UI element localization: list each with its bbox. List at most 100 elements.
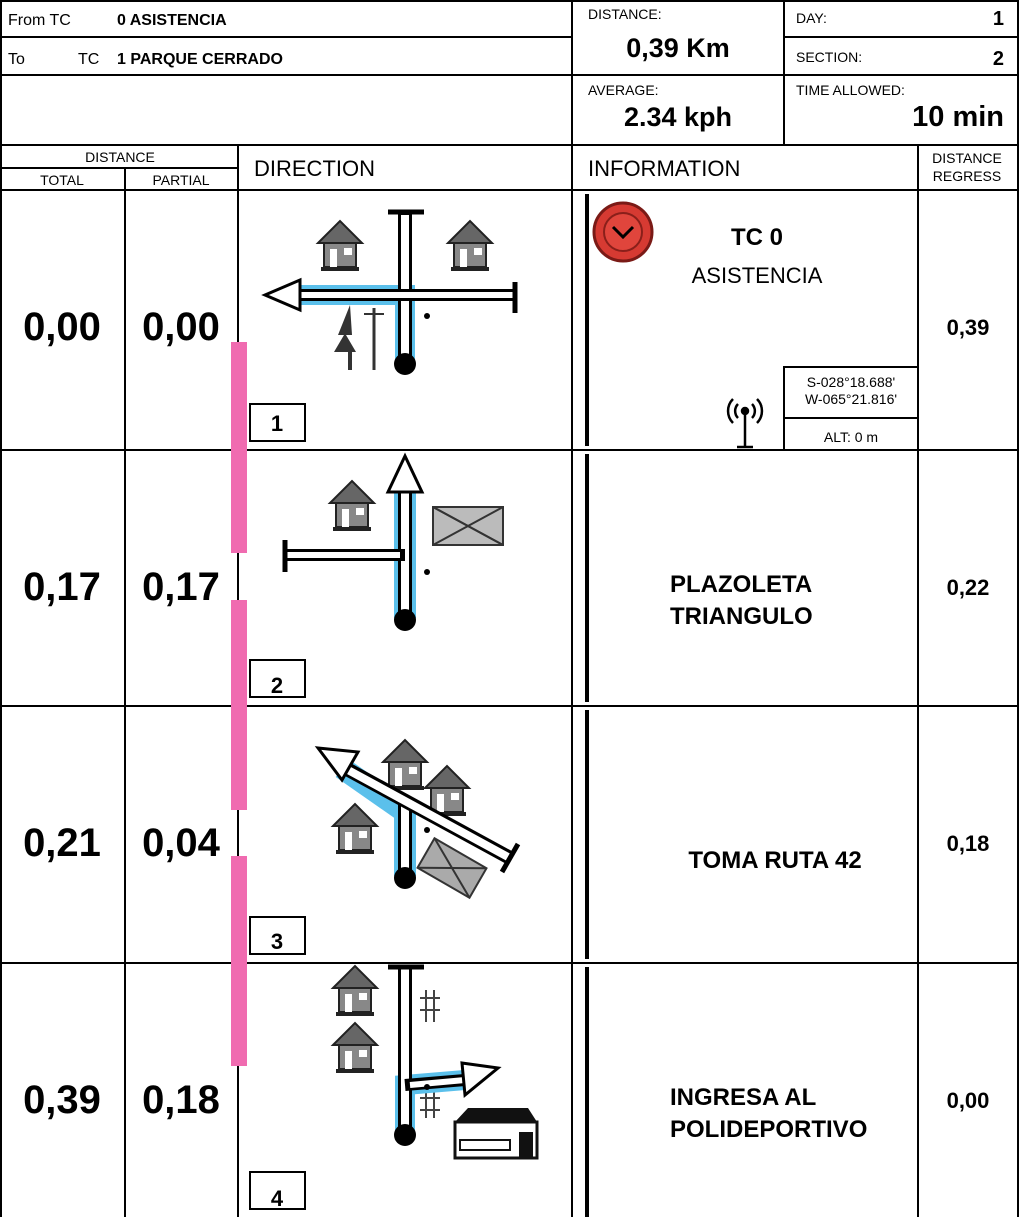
shape xyxy=(603,212,643,252)
number-boxes xyxy=(249,403,306,1210)
tulip-3 xyxy=(314,739,521,900)
day-label: DAY: xyxy=(796,10,827,26)
total-distance: 0,39 xyxy=(23,1078,101,1122)
shape xyxy=(447,220,493,272)
col-information: INFORMATION xyxy=(588,156,740,181)
shape xyxy=(726,398,764,424)
day-value: 1 xyxy=(993,8,1004,30)
waypoint-number: 2 xyxy=(271,673,283,698)
shape xyxy=(329,480,375,532)
distance-regress: 0,00 xyxy=(947,1088,990,1113)
average-value: 2.34 kph xyxy=(624,102,732,132)
rows: 0,00 0,00 1 0,39 TC 0 ASISTENCIA S-028°18.688'… xyxy=(23,224,989,1211)
col-regress: DISTANCE xyxy=(932,150,1002,166)
time-value: 10 min xyxy=(912,101,1004,133)
antenna-icon xyxy=(726,398,764,449)
shape xyxy=(783,366,919,451)
shape xyxy=(424,569,430,575)
distance-regress: 0,22 xyxy=(947,575,990,600)
tulip-1 xyxy=(261,209,518,375)
distance-regress: 0,18 xyxy=(947,831,990,856)
rule-line xyxy=(417,866,487,870)
distance-value: 0,39 Km xyxy=(626,33,730,63)
col-distance: DISTANCE xyxy=(85,149,155,165)
shape xyxy=(249,659,306,698)
progress-bars xyxy=(231,342,247,1066)
partial-distance: 0,17 xyxy=(142,565,220,609)
shape xyxy=(249,403,306,442)
total-distance: 0,21 xyxy=(23,821,101,865)
tc-icon xyxy=(592,201,654,263)
to-value: 1 PARQUE CERRADO xyxy=(117,51,283,68)
rule-line xyxy=(346,766,510,861)
total-distance: 0,17 xyxy=(23,565,101,609)
shape xyxy=(348,350,352,370)
from-value: 0 ASISTENCIA xyxy=(117,12,227,29)
shape xyxy=(317,220,363,272)
partial-distance: 0,00 xyxy=(142,305,220,349)
shape xyxy=(519,1132,533,1158)
info-title: TC 0 xyxy=(731,224,783,251)
col-total: TOTAL xyxy=(40,172,84,188)
shape xyxy=(332,803,378,855)
info-text: INGRESA AL xyxy=(670,1084,816,1111)
coordinate: S-028°18.688' xyxy=(807,374,895,390)
coordinate: W-065°21.816' xyxy=(805,391,897,407)
shape xyxy=(611,225,635,240)
section-value: 2 xyxy=(993,48,1004,70)
shape xyxy=(424,827,430,833)
total-distance: 0,00 xyxy=(23,305,101,349)
section-label: SECTION: xyxy=(796,49,862,65)
time-label: TIME ALLOWED: xyxy=(796,82,905,98)
col-direction: DIRECTION xyxy=(254,156,375,181)
shape xyxy=(460,1061,502,1098)
shape xyxy=(394,609,416,631)
shape xyxy=(382,739,428,791)
shape xyxy=(249,1171,306,1210)
shape xyxy=(231,342,247,553)
shape xyxy=(420,990,440,1118)
distance-regress: 0,39 xyxy=(947,315,990,340)
partial-distance: 0,04 xyxy=(142,821,221,865)
tulip-4 xyxy=(332,964,539,1160)
waypoint-number: 3 xyxy=(271,929,283,954)
shape xyxy=(332,1022,378,1074)
to-label: To xyxy=(8,51,25,68)
shape xyxy=(261,277,302,313)
shape xyxy=(416,836,488,900)
altitude: ALT: 0 m xyxy=(824,429,878,445)
rule-line xyxy=(432,506,504,546)
waypoint-number: 4 xyxy=(271,1186,284,1211)
shape xyxy=(455,1108,537,1122)
col-partial: PARTIAL xyxy=(152,172,209,188)
shape xyxy=(385,452,425,494)
shape xyxy=(740,406,750,416)
shape xyxy=(459,1139,511,1151)
shape xyxy=(394,867,416,889)
shape xyxy=(424,1084,430,1090)
partial-distance: 0,18 xyxy=(142,1078,220,1122)
waypoint-number: 1 xyxy=(271,411,283,436)
to-tc: TC xyxy=(78,51,99,68)
shape xyxy=(334,305,356,352)
info-subtitle: ASISTENCIA xyxy=(692,263,823,288)
col-regress: REGRESS xyxy=(933,168,1001,184)
rule-line xyxy=(499,842,521,874)
rule-line xyxy=(409,1077,466,1088)
info-text: TRIANGULO xyxy=(670,603,813,630)
tulip-2 xyxy=(282,452,504,631)
shape xyxy=(394,353,416,375)
shape xyxy=(394,1124,416,1146)
shape xyxy=(424,313,430,319)
distance-label: DISTANCE: xyxy=(588,6,662,22)
info-text: TOMA RUTA 42 xyxy=(688,847,861,874)
shape xyxy=(332,965,378,1017)
info-text: PLAZOLETA xyxy=(670,571,812,598)
shape xyxy=(249,916,306,955)
shape xyxy=(231,600,247,810)
